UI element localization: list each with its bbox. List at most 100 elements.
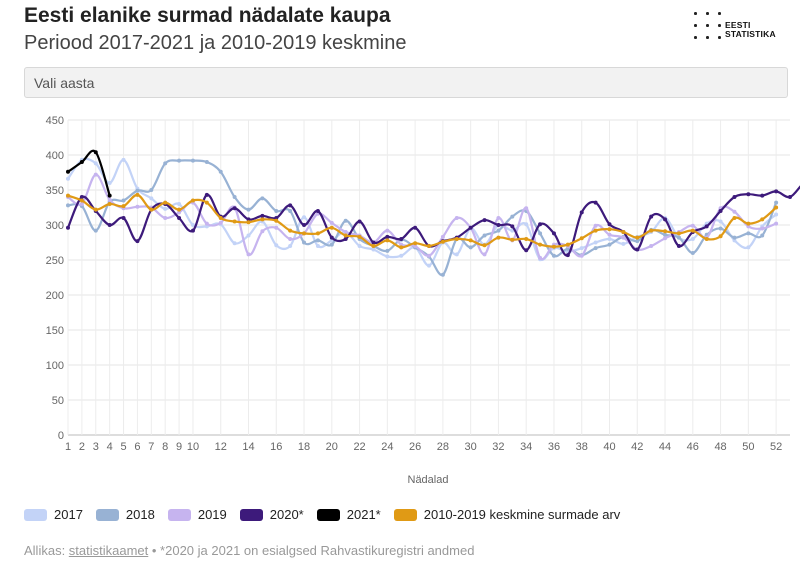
data-point[interactable] xyxy=(218,220,223,225)
series-line[interactable] xyxy=(67,157,777,267)
data-point[interactable] xyxy=(232,206,237,211)
data-point[interactable] xyxy=(288,244,293,248)
data-point[interactable] xyxy=(774,205,779,210)
data-point[interactable] xyxy=(635,239,640,244)
data-point[interactable] xyxy=(746,245,751,250)
data-point[interactable] xyxy=(454,252,459,257)
series-line[interactable] xyxy=(67,173,777,261)
data-point[interactable] xyxy=(190,223,195,227)
data-point[interactable] xyxy=(274,225,279,230)
data-point[interactable] xyxy=(760,193,765,198)
data-point[interactable] xyxy=(246,217,251,222)
data-point[interactable] xyxy=(274,218,279,223)
data-point[interactable] xyxy=(593,200,598,205)
data-point[interactable] xyxy=(607,222,612,227)
data-point[interactable] xyxy=(607,227,612,232)
data-point[interactable] xyxy=(399,245,404,250)
data-point[interactable] xyxy=(385,254,390,259)
data-point[interactable] xyxy=(538,255,543,260)
data-point[interactable] xyxy=(649,228,654,233)
data-point[interactable] xyxy=(232,241,237,246)
data-point[interactable] xyxy=(718,234,723,239)
data-point[interactable] xyxy=(177,216,182,220)
data-point[interactable] xyxy=(385,248,390,253)
data-point[interactable] xyxy=(704,224,709,229)
data-point[interactable] xyxy=(413,241,418,246)
data-point[interactable] xyxy=(315,238,320,243)
data-point[interactable] xyxy=(718,219,723,224)
data-point[interactable] xyxy=(732,235,737,240)
data-point[interactable] xyxy=(579,253,584,258)
data-point[interactable] xyxy=(427,263,431,268)
data-point[interactable] xyxy=(399,237,404,241)
data-point[interactable] xyxy=(413,244,418,248)
data-point[interactable] xyxy=(149,196,154,201)
data-point[interactable] xyxy=(593,228,598,233)
data-point[interactable] xyxy=(579,210,584,215)
data-point[interactable] xyxy=(482,252,487,257)
data-point[interactable] xyxy=(593,240,598,245)
data-point[interactable] xyxy=(746,231,751,236)
data-point[interactable] xyxy=(66,176,70,181)
data-point[interactable] xyxy=(357,244,362,248)
data-point[interactable] xyxy=(607,237,612,241)
data-point[interactable] xyxy=(107,223,112,227)
data-point[interactable] xyxy=(93,150,98,155)
data-point[interactable] xyxy=(496,223,501,227)
data-point[interactable] xyxy=(260,213,265,218)
data-point[interactable] xyxy=(690,237,695,241)
data-point[interactable] xyxy=(732,238,737,243)
data-point[interactable] xyxy=(302,215,307,220)
data-point[interactable] xyxy=(690,223,695,228)
data-point[interactable] xyxy=(746,224,751,229)
data-point[interactable] xyxy=(79,198,84,203)
data-point[interactable] xyxy=(496,228,501,233)
data-point[interactable] xyxy=(746,221,751,226)
data-point[interactable] xyxy=(246,233,251,238)
data-point[interactable] xyxy=(274,209,279,213)
data-point[interactable] xyxy=(204,221,209,226)
data-point[interactable] xyxy=(204,200,209,205)
data-point[interactable] xyxy=(593,246,598,251)
data-point[interactable] xyxy=(524,248,529,253)
data-point[interactable] xyxy=(135,204,140,209)
data-point[interactable] xyxy=(218,169,223,174)
data-point[interactable] xyxy=(329,242,334,247)
data-point[interactable] xyxy=(663,236,668,241)
series-2021[interactable] xyxy=(66,149,112,198)
data-point[interactable] xyxy=(718,226,723,231)
data-point[interactable] xyxy=(440,272,445,277)
data-point[interactable] xyxy=(649,244,654,248)
series-2017[interactable] xyxy=(66,157,779,268)
data-point[interactable] xyxy=(163,216,168,220)
statistics-estonia-logo[interactable]: EESTI STATISTIKA xyxy=(692,10,792,44)
data-point[interactable] xyxy=(204,160,209,164)
data-point[interactable] xyxy=(482,243,487,248)
data-point[interactable] xyxy=(93,161,98,166)
series-2019[interactable] xyxy=(66,172,779,261)
data-point[interactable] xyxy=(649,214,654,219)
data-point[interactable] xyxy=(93,172,98,177)
data-point[interactable] xyxy=(246,252,251,257)
data-point[interactable] xyxy=(190,228,195,233)
data-point[interactable] xyxy=(302,231,307,236)
data-point[interactable] xyxy=(690,228,695,233)
data-point[interactable] xyxy=(121,216,126,220)
data-point[interactable] xyxy=(121,198,126,203)
data-point[interactable] xyxy=(149,188,154,192)
data-point[interactable] xyxy=(371,244,376,248)
data-point[interactable] xyxy=(288,203,293,208)
data-point[interactable] xyxy=(288,209,293,213)
legend-item[interactable]: 2018 xyxy=(95,507,155,522)
data-point[interactable] xyxy=(621,230,626,234)
data-point[interactable] xyxy=(774,221,779,226)
data-point[interactable] xyxy=(676,235,681,240)
data-point[interactable] xyxy=(565,242,570,247)
data-point[interactable] xyxy=(732,195,737,199)
data-point[interactable] xyxy=(93,207,98,212)
data-point[interactable] xyxy=(635,247,640,252)
data-point[interactable] xyxy=(468,225,473,230)
data-point[interactable] xyxy=(302,240,307,245)
data-point[interactable] xyxy=(93,228,98,233)
data-point[interactable] xyxy=(107,181,112,185)
